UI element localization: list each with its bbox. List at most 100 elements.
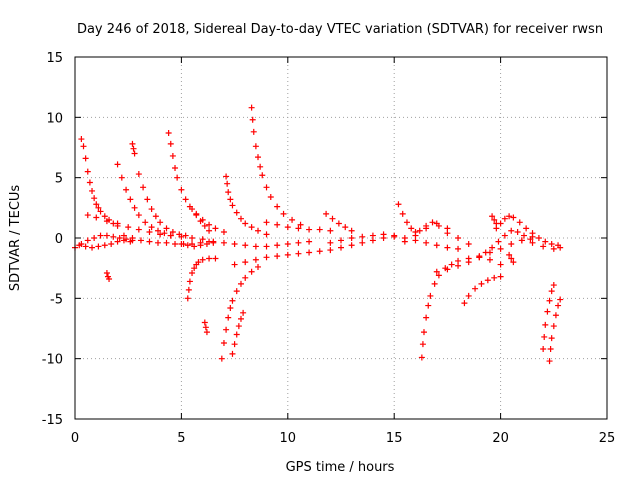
data-point xyxy=(125,224,132,231)
data-point xyxy=(220,239,227,246)
series-track-9 xyxy=(120,232,213,248)
data-point xyxy=(274,242,281,249)
data-point xyxy=(237,315,244,322)
data-point xyxy=(423,314,430,321)
data-point xyxy=(89,187,96,194)
y-tick-label: -5 xyxy=(50,292,63,307)
data-point xyxy=(491,216,498,223)
data-point xyxy=(465,241,472,248)
series-track-10 xyxy=(165,130,227,235)
series-track-28 xyxy=(461,273,504,307)
series-track-3 xyxy=(76,237,134,251)
data-point xyxy=(172,241,179,248)
data-point xyxy=(178,241,185,248)
data-point xyxy=(263,231,270,238)
data-point xyxy=(167,232,174,239)
data-point xyxy=(416,227,423,234)
data-point xyxy=(465,292,472,299)
series-track-7 xyxy=(129,140,138,157)
data-point xyxy=(472,285,479,292)
data-point xyxy=(235,323,242,330)
data-point xyxy=(489,213,496,220)
series-track-21 xyxy=(263,219,334,234)
data-point xyxy=(255,227,262,234)
data-point xyxy=(233,209,240,216)
data-point xyxy=(546,358,553,365)
data-point xyxy=(127,196,134,203)
data-point xyxy=(146,228,153,235)
data-point xyxy=(114,161,121,168)
data-point xyxy=(548,335,555,342)
data-point xyxy=(306,238,313,245)
series-track-14 xyxy=(201,319,210,336)
data-point xyxy=(255,154,262,161)
data-point xyxy=(189,269,196,276)
data-point xyxy=(210,238,217,245)
series-track-35 xyxy=(546,296,564,365)
data-point xyxy=(484,277,491,284)
data-point xyxy=(423,239,430,246)
x-tick-label: 5 xyxy=(177,431,185,446)
data-point xyxy=(419,341,426,348)
data-point xyxy=(433,268,440,275)
data-point xyxy=(242,242,249,249)
data-point xyxy=(323,210,330,217)
data-point xyxy=(491,274,498,281)
data-point xyxy=(184,242,191,249)
series-track-33 xyxy=(506,251,517,266)
data-point xyxy=(154,227,161,234)
data-point xyxy=(248,104,255,111)
series-track-22 xyxy=(327,231,462,252)
data-point xyxy=(557,296,564,303)
data-point xyxy=(225,189,232,196)
data-point xyxy=(546,297,553,304)
data-point xyxy=(263,184,270,191)
data-point xyxy=(284,224,291,231)
data-point xyxy=(169,228,176,235)
data-point xyxy=(506,213,513,220)
data-point xyxy=(399,210,406,217)
data-point xyxy=(89,244,96,251)
data-point xyxy=(391,232,398,239)
data-point xyxy=(137,237,144,244)
series-track-23 xyxy=(323,210,355,234)
data-point xyxy=(176,231,183,238)
data-point xyxy=(455,235,462,241)
data-point xyxy=(172,165,179,172)
data-point xyxy=(191,243,198,250)
data-point xyxy=(237,280,244,287)
data-point xyxy=(248,268,255,275)
data-point xyxy=(338,244,344,251)
series-track-26 xyxy=(418,254,504,361)
data-point xyxy=(329,215,336,222)
series-track-6 xyxy=(114,161,174,239)
axis-ticks: 0 5 10 15 20 25 -15 -10 -5 0 5 10 15 xyxy=(42,51,616,446)
data-point xyxy=(495,238,502,245)
data-point xyxy=(212,255,219,262)
data-point xyxy=(242,259,249,266)
data-point xyxy=(199,236,206,243)
data-point xyxy=(557,244,564,251)
data-point xyxy=(249,116,256,123)
data-point xyxy=(455,245,462,252)
x-tick-label: 0 xyxy=(71,431,79,446)
data-point xyxy=(274,221,281,228)
data-point xyxy=(108,241,115,248)
data-point xyxy=(412,232,419,239)
data-point xyxy=(101,213,108,220)
data-point xyxy=(167,140,174,147)
data-point xyxy=(297,221,304,228)
data-point xyxy=(78,136,85,143)
data-point xyxy=(306,226,313,233)
data-point xyxy=(224,180,231,187)
data-point xyxy=(184,295,191,302)
data-point xyxy=(255,263,262,270)
y-tick-label: 0 xyxy=(55,232,63,247)
y-tick-label: 15 xyxy=(46,51,63,66)
data-point xyxy=(540,346,547,353)
data-point xyxy=(508,227,515,234)
data-point xyxy=(248,224,255,231)
series-track-18 xyxy=(248,104,304,228)
data-point xyxy=(306,249,313,256)
data-point xyxy=(250,128,257,135)
